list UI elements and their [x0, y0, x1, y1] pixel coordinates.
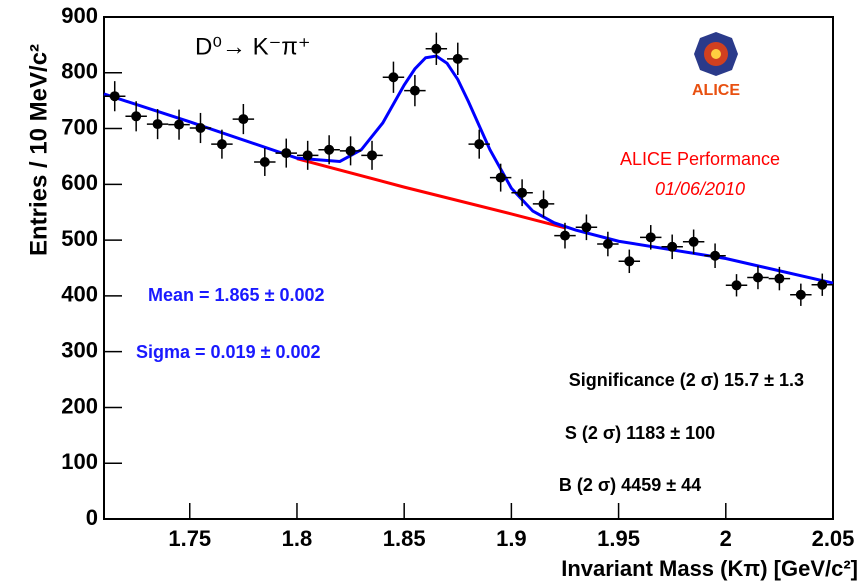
data-point	[367, 150, 378, 161]
x-tick-label: 1.9	[496, 526, 527, 551]
data-point	[517, 187, 528, 198]
data-point	[152, 119, 163, 130]
data-point	[624, 256, 635, 267]
data-point	[238, 114, 249, 125]
data-point	[667, 241, 678, 252]
data-point	[174, 119, 185, 130]
date-label: 01/06/2010	[655, 179, 745, 199]
data-point	[324, 144, 335, 155]
data-point	[302, 150, 313, 161]
data-point	[131, 111, 142, 122]
data-point	[259, 157, 270, 168]
y-tick-label: 100	[61, 449, 98, 474]
data-point	[431, 43, 442, 54]
data-point	[752, 272, 763, 283]
y-tick-label: 500	[61, 226, 98, 251]
alice-logo: ALICE	[692, 32, 740, 99]
x-tick-label: 1.8	[282, 526, 313, 551]
data-point	[452, 53, 463, 64]
performance-label: ALICE Performance	[620, 149, 780, 169]
data-point	[409, 85, 420, 96]
x-tick-label: 2	[720, 526, 732, 551]
data-point	[345, 145, 356, 156]
plot-frame	[103, 16, 834, 520]
data-point	[281, 148, 292, 159]
fit-curve	[103, 54, 834, 285]
mean-label: Mean = 1.865 ± 0.002	[148, 285, 325, 305]
sigma-label: Sigma = 0.019 ± 0.002	[136, 342, 321, 362]
background-label: B (2 σ) 4459 ± 44	[559, 475, 701, 495]
data-point	[474, 139, 485, 150]
x-axis-title: Invariant Mass (Kπ) [GeV/c²]	[561, 556, 858, 581]
data-point	[109, 91, 120, 102]
y-tick-label: 800	[61, 59, 98, 84]
y-tick-label: 0	[86, 505, 98, 530]
y-tick-label: 600	[61, 170, 98, 195]
fit-curve	[296, 157, 566, 230]
y-tick-label: 700	[61, 114, 98, 139]
y-tick-label: 200	[61, 393, 98, 418]
data-point	[538, 198, 549, 209]
x-tick-label: 1.95	[597, 526, 640, 551]
data-point	[495, 172, 506, 183]
data-point	[817, 279, 828, 290]
x-tick-label: 1.75	[168, 526, 211, 551]
data-point	[559, 230, 570, 241]
data-point	[645, 232, 656, 243]
data-point	[602, 239, 613, 250]
y-tick-label: 300	[61, 337, 98, 362]
data-point	[710, 250, 721, 261]
data-point	[581, 222, 592, 233]
data-point	[388, 72, 399, 83]
data-point	[216, 139, 227, 150]
signal-label: S (2 σ) 1183 ± 100	[565, 423, 715, 443]
y-axis-title: Entries / 10 MeV/c²	[25, 44, 52, 256]
x-tick-label: 2.05	[812, 526, 855, 551]
x-tick-label: 1.85	[383, 526, 426, 551]
decay-label: D⁰→ K⁻π⁺	[195, 33, 311, 60]
data-point	[688, 236, 699, 247]
y-tick-label: 900	[61, 3, 98, 28]
data-point	[731, 280, 742, 291]
logo-text: ALICE	[692, 82, 740, 99]
y-tick-label: 400	[61, 282, 98, 307]
data-point	[195, 122, 206, 133]
data-point	[774, 273, 785, 284]
significance-label: Significance (2 σ) 15.7 ± 1.3	[569, 370, 804, 390]
logo-center	[711, 49, 721, 59]
data-point	[795, 289, 806, 300]
